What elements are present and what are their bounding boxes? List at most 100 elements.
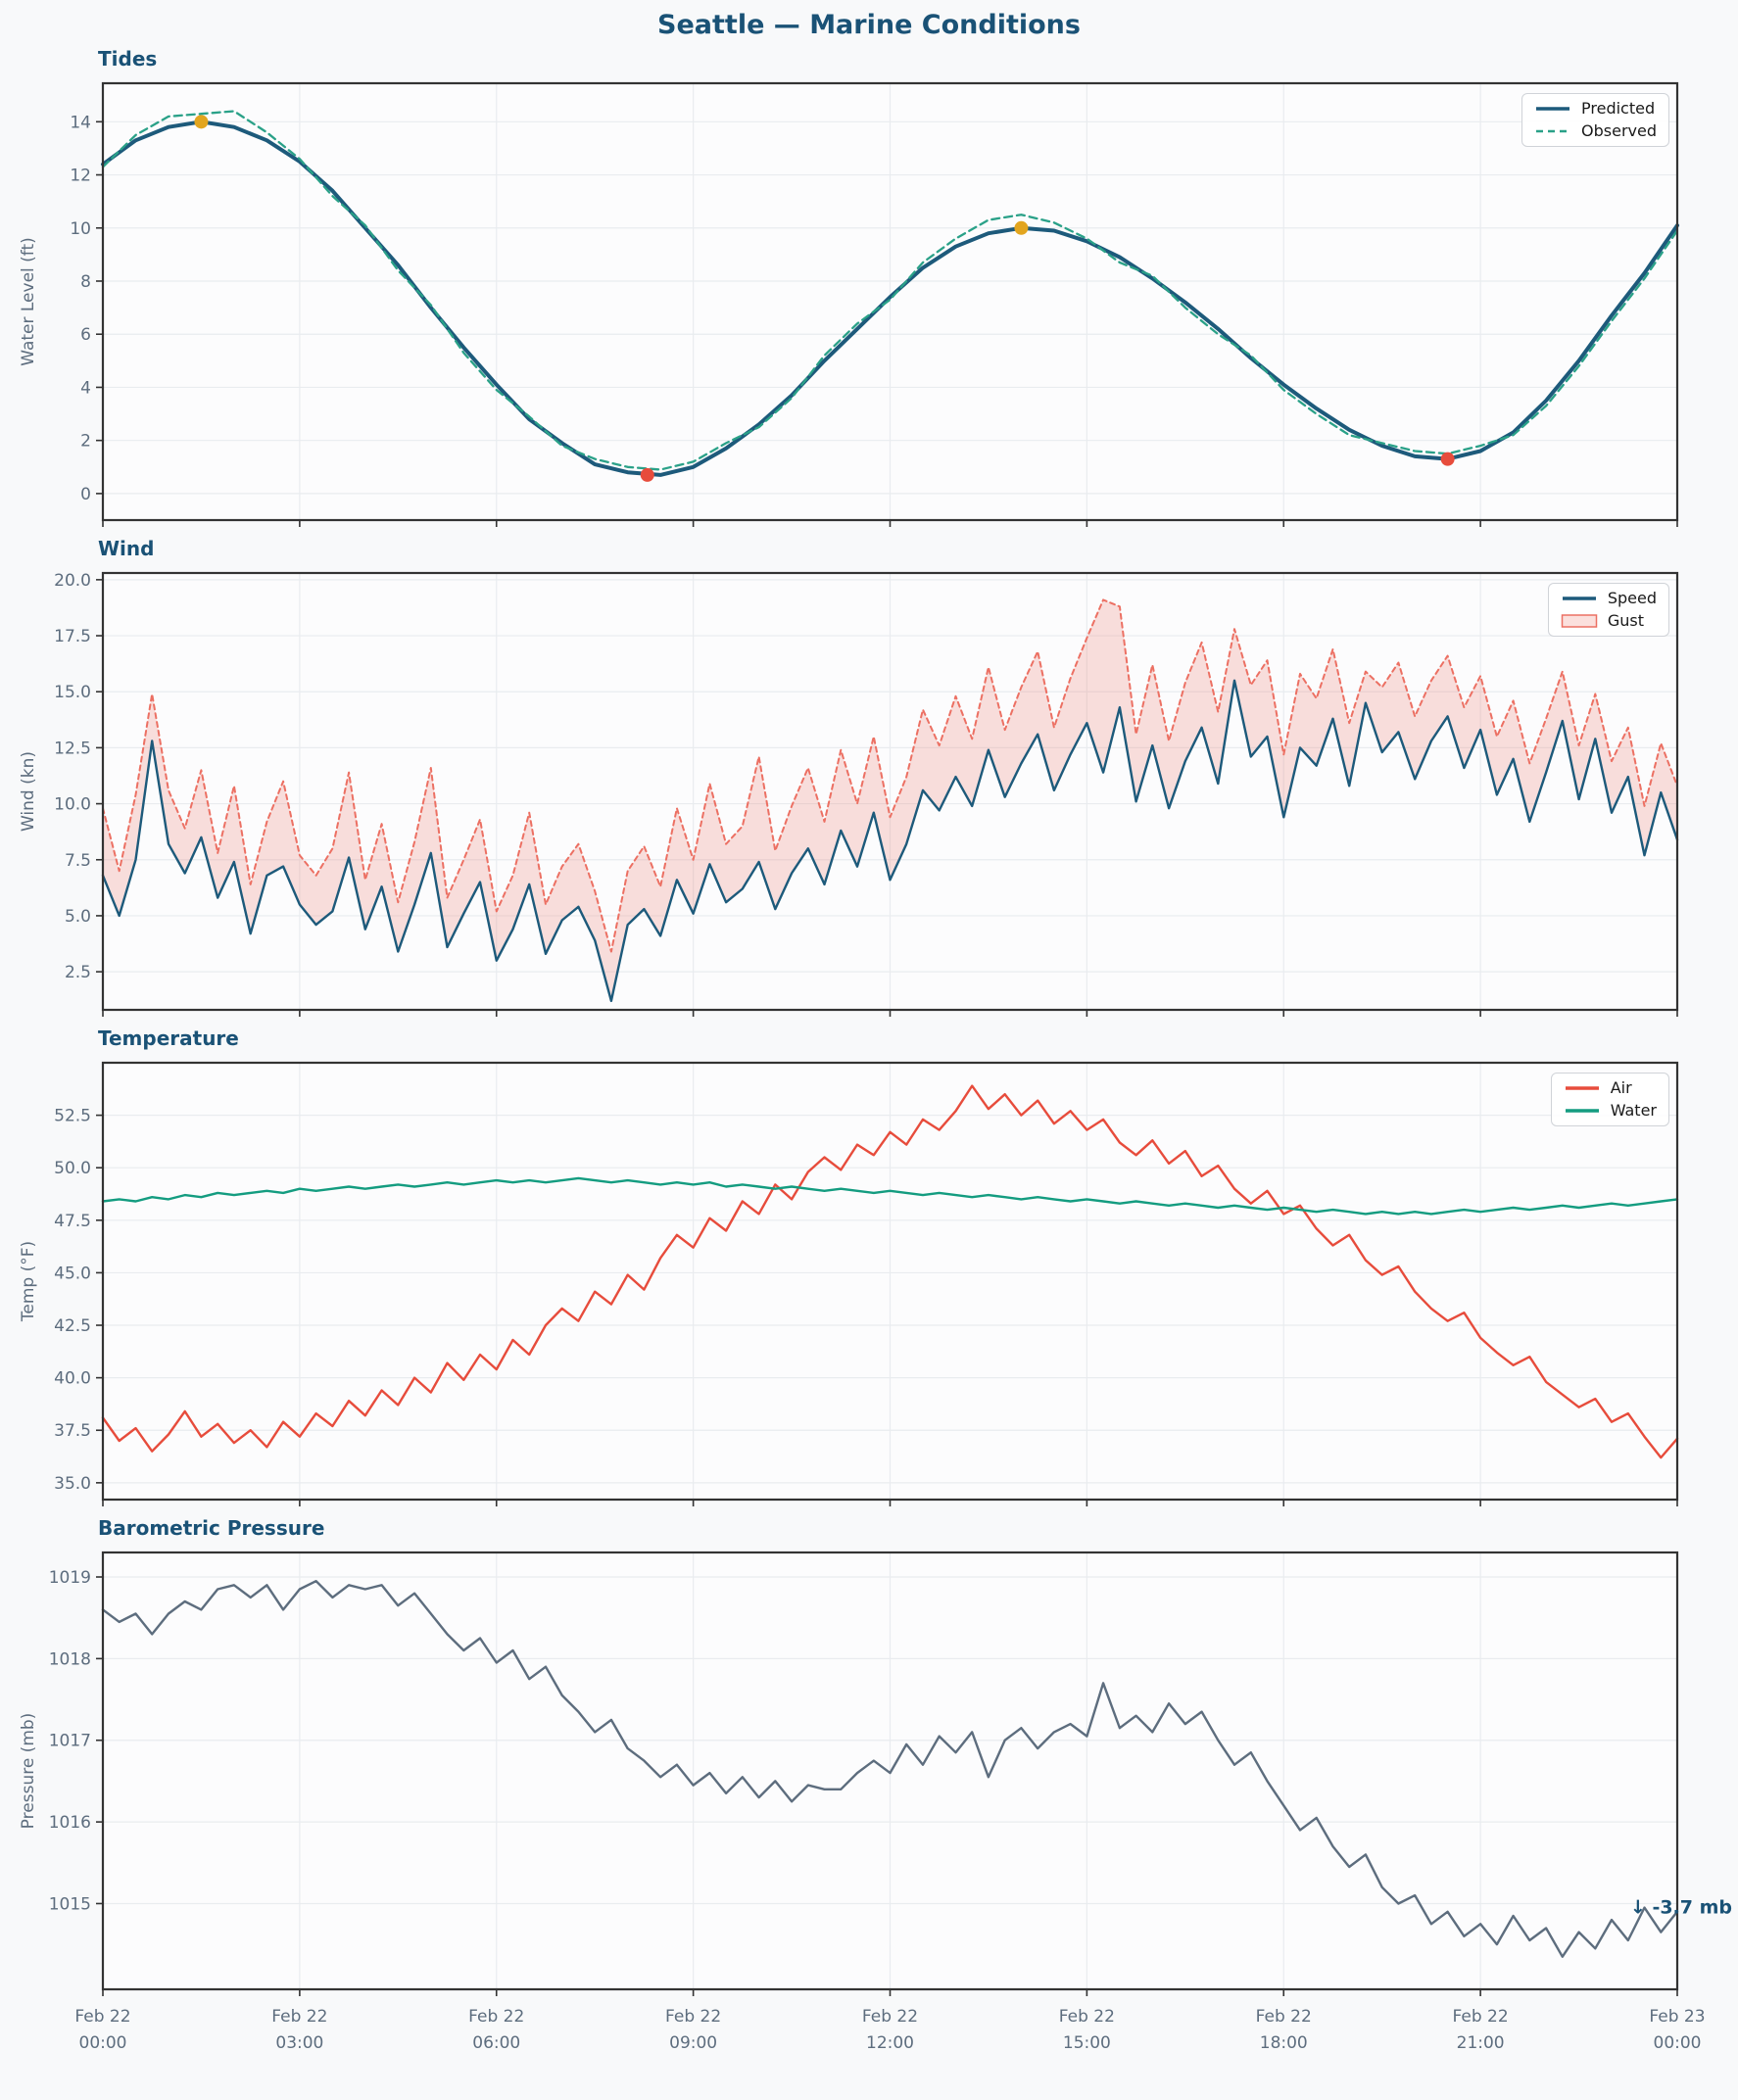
temperature-title: Temperature <box>98 1026 239 1050</box>
tides-chart-wrap: 0 2 4 6 8 10 12 14 Water Level (ft) Predicted Obs… <box>0 73 1738 530</box>
pressure-title: Barometric Pressure <box>98 1516 325 1540</box>
tides-panel: Tides 0 2 4 6 8 10 12 14 Water Level (ft) Predic… <box>0 46 1738 530</box>
speed-line <box>101 679 1679 1003</box>
x-tick-label-date: Feb 22 <box>665 2007 721 2027</box>
legend-patch-swatch <box>1561 614 1598 628</box>
legend-item: Predicted <box>1534 101 1657 117</box>
x-tick-label-time: 03:00 <box>275 2033 323 2053</box>
legend-item: Gust <box>1561 613 1657 629</box>
y-tick-label: 14 <box>70 113 91 132</box>
pressure-chart-wrap: 1015 1016 1017 1018 1019 Feb 22 00:00 Feb 22 03:… <box>0 1543 1738 2068</box>
legend-item: Air <box>1564 1080 1657 1096</box>
y-tick-label: 5.0 <box>65 907 91 927</box>
water-line <box>101 1176 1679 1216</box>
x-tick-label-time: 18:00 <box>1260 2033 1308 2053</box>
legend-label: Observed <box>1581 121 1657 140</box>
y-tick-label: 2.5 <box>65 963 91 982</box>
gust-line <box>102 598 1678 953</box>
y-tick-label: 37.5 <box>54 1421 91 1441</box>
legend-label: Speed <box>1607 589 1657 607</box>
y-tick-label: 47.5 <box>54 1212 91 1231</box>
y-axis-label: Wind (kn) <box>19 751 38 832</box>
x-tick-label-date: Feb 23 <box>1649 2007 1705 2027</box>
y-tick-label: 42.5 <box>54 1316 91 1336</box>
x-tick-label-time: 06:00 <box>472 2033 520 2053</box>
y-tick-label: 10.0 <box>54 795 91 815</box>
temperature-legend: Air Water <box>1550 1073 1669 1126</box>
pressure-panel: Barometric Pressure 1015 1016 1017 1018 1019… <box>0 1515 1738 2068</box>
x-tick-label-time: 00:00 <box>79 2033 127 2053</box>
page-title: Seattle — Marine Conditions <box>657 10 1081 40</box>
pressure-chart: 1015 1016 1017 1018 1019 Feb 22 00:00 Feb 22 03:… <box>19 1551 1732 2053</box>
x-tick-label-time: 09:00 <box>669 2033 717 2053</box>
wind-legend: Speed Gust <box>1547 583 1669 637</box>
legend-label: Gust <box>1607 611 1644 630</box>
tides-title: Tides <box>98 47 158 71</box>
wind-chart: 2.5 5.0 7.5 10.0 12.5 15.0 17.5 20.0 Wind (kn) <box>19 571 1679 1017</box>
y-tick-label: 1015 <box>49 1894 91 1914</box>
legend-dashed-swatch <box>1536 129 1570 133</box>
y-tick-label: 1016 <box>49 1813 91 1833</box>
wind-title: Wind <box>98 537 155 560</box>
low-tide-marker <box>640 467 654 482</box>
tides-chart: 0 2 4 6 8 10 12 14 Water Level (ft) <box>19 81 1679 527</box>
y-tick-label: 12.5 <box>54 739 91 758</box>
y-tick-label: 45.0 <box>54 1264 91 1283</box>
y-tick-label: 10 <box>70 219 91 239</box>
y-tick-label: 35.0 <box>54 1474 91 1494</box>
low-tide-marker <box>1440 452 1455 466</box>
legend-solid-swatch <box>1565 1109 1599 1113</box>
y-tick-label: 0 <box>80 485 91 504</box>
legend-label: Predicted <box>1581 99 1656 118</box>
predicted-line <box>101 119 1679 477</box>
tides-legend: Predicted Observed <box>1521 93 1669 147</box>
x-tick-label-time: 00:00 <box>1654 2033 1702 2053</box>
temperature-panel: Temperature 35.0 37.5 40.0 42.5 45.0 47.5 50.0… <box>0 1026 1738 1509</box>
high-tide-marker <box>1014 220 1029 235</box>
x-tick-label-time: 15:00 <box>1063 2033 1111 2053</box>
y-tick-label: 2 <box>80 432 91 452</box>
y-tick-label: 40.0 <box>54 1369 91 1389</box>
legend-solid-swatch <box>1565 1086 1599 1090</box>
legend-item: Water <box>1564 1103 1657 1119</box>
legend-item: Speed <box>1561 591 1657 606</box>
legend-label: Water <box>1610 1101 1657 1120</box>
y-tick-label: 15.0 <box>54 683 91 702</box>
wind-panel: Wind 2.5 5.0 7.5 10.0 12.5 15.0 17.5 20.0 Wind (… <box>0 536 1738 1020</box>
y-tick-label: 1017 <box>49 1732 91 1751</box>
y-axis-label: Temp (°F) <box>19 1241 38 1322</box>
pressure-line <box>101 1580 1679 1958</box>
y-tick-label: 50.0 <box>54 1159 91 1178</box>
x-tick-label-time: 12:00 <box>866 2033 914 2053</box>
air-line <box>101 1084 1679 1459</box>
legend-solid-swatch <box>1536 107 1570 111</box>
x-tick-label-date: Feb 22 <box>1059 2007 1115 2027</box>
y-axis-label: Water Level (ft) <box>19 237 38 366</box>
legend-solid-swatch <box>1562 597 1596 600</box>
temperature-chart-wrap: 35.0 37.5 40.0 42.5 45.0 47.5 50.0 52.5 Temp (°F… <box>0 1053 1738 1509</box>
y-tick-label: 52.5 <box>54 1107 91 1126</box>
pressure-drop-annotation: ↓ -3.7 mb <box>1630 1897 1732 1919</box>
wind-chart-wrap: 2.5 5.0 7.5 10.0 12.5 15.0 17.5 20.0 Wind (kn) S… <box>0 563 1738 1020</box>
y-tick-label: 8 <box>80 272 91 292</box>
y-tick-label: 1019 <box>49 1568 91 1588</box>
x-tick-label-time: 21:00 <box>1457 2033 1505 2053</box>
x-tick-label-date: Feb 22 <box>271 2007 327 2027</box>
y-tick-label: 4 <box>80 378 91 398</box>
x-tick-label-date: Feb 22 <box>862 2007 918 2027</box>
legend-label: Air <box>1610 1078 1632 1097</box>
x-tick-label-date: Feb 22 <box>1256 2007 1312 2027</box>
high-tide-marker <box>194 115 209 129</box>
legend-item: Observed <box>1534 123 1657 139</box>
y-tick-label: 12 <box>70 167 91 186</box>
x-tick-label-date: Feb 22 <box>74 2007 130 2027</box>
y-tick-label: 7.5 <box>65 851 91 871</box>
y-tick-label: 17.5 <box>54 627 91 646</box>
y-tick-label: 20.0 <box>54 571 91 591</box>
x-tick-label-date: Feb 22 <box>468 2007 524 2027</box>
y-tick-label: 6 <box>80 325 91 345</box>
temperature-chart: 35.0 37.5 40.0 42.5 45.0 47.5 50.0 52.5 Temp (°F… <box>19 1061 1679 1506</box>
y-axis-label: Pressure (mb) <box>19 1713 38 1830</box>
y-tick-label: 1018 <box>49 1649 91 1669</box>
observed-line <box>101 110 1679 471</box>
